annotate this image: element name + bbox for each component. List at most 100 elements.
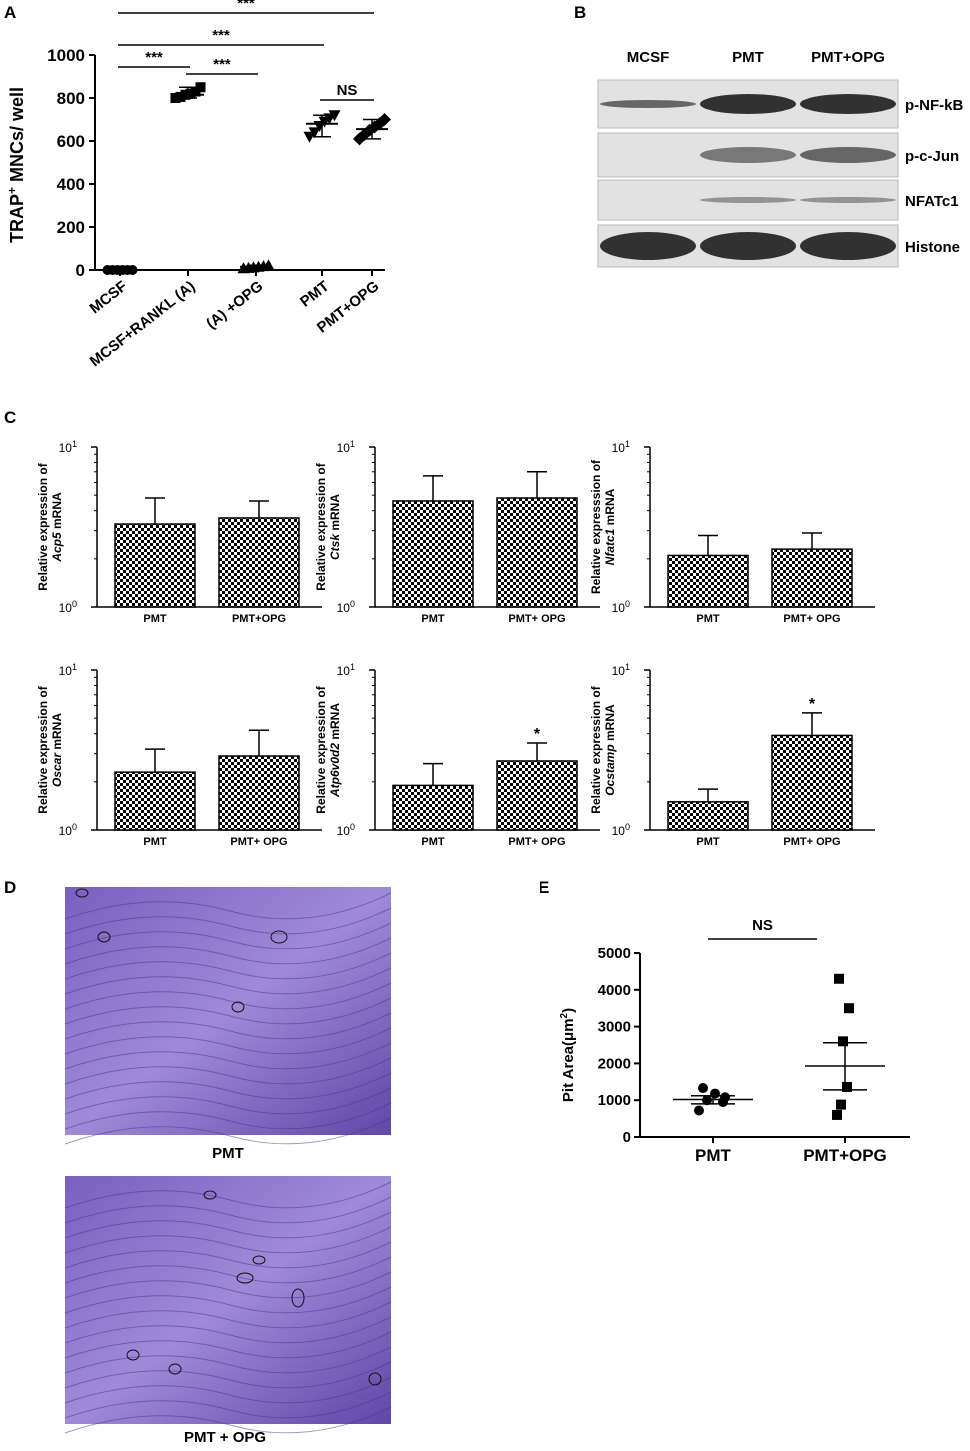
pit-circle (97, 931, 111, 943)
data-point (842, 1081, 852, 1092)
panel-letter-a: A (4, 3, 16, 22)
y-axis-label-gene: Atp6v0d2 mRNA (328, 703, 342, 798)
bar (392, 500, 474, 608)
y-axis-label: Relative expression of (314, 685, 328, 813)
stain-texture (64, 1102, 392, 1130)
blot-row-label: p-NF-kB (905, 97, 963, 114)
y-tick-label: 101 (612, 439, 630, 455)
stain-texture (64, 1241, 392, 1269)
data-point (834, 973, 844, 984)
x-tick-label: PMT (696, 836, 720, 848)
blot-row-label: p-c-Jun (905, 148, 959, 165)
y-tick-label: 100 (612, 599, 630, 615)
x-tick-label: MCSF (87, 278, 131, 318)
data-point (844, 1003, 854, 1014)
x-tick-label: PMT+ OPG (783, 613, 840, 625)
stain-texture (64, 1256, 392, 1284)
stain-texture (64, 1391, 392, 1419)
pit-circle (252, 1255, 266, 1265)
bar (667, 801, 749, 831)
y-axis-label: TRAP+ MNCs/ well (5, 87, 27, 243)
y-axis-label-gene: Acp5 mRNA (50, 492, 64, 563)
y-axis-label: Relative expression of (589, 685, 603, 813)
pit-circle (168, 1363, 182, 1375)
stain-texture (64, 892, 392, 920)
bar (218, 755, 300, 831)
pit-circle (270, 930, 288, 944)
caption-pmt-opg: PMT + OPG (184, 1429, 266, 1446)
stain-texture (64, 1361, 392, 1389)
bar (771, 734, 853, 831)
stain-texture (64, 937, 392, 965)
panel-letter-d: D (4, 878, 16, 897)
stain-texture (64, 1226, 392, 1254)
micrograph-pmt-opg (64, 1176, 392, 1434)
panel-a: A 0 200 400 600 800 1000 TRAP+ MNCs/ well MCSF MC… (0, 0, 400, 405)
y-tick-label: 101 (612, 662, 630, 678)
y-axis-label-gene: Oscar mRNA (50, 713, 64, 787)
x-tick-label: PMT+OPG (232, 613, 286, 625)
x-tick-label: PMT (297, 278, 332, 311)
stain-texture (64, 922, 392, 950)
data-point (838, 1036, 848, 1047)
blot-band (800, 94, 896, 114)
data-point (378, 113, 391, 126)
panel-letter-b: B (574, 3, 586, 22)
stain-texture (64, 1286, 392, 1314)
significance-label: * (809, 696, 816, 713)
bar (114, 771, 196, 831)
blot-band (700, 147, 796, 163)
panel-e: E 0 1000 2000 3000 4000 5000 Pit Area(μm2) PMT PM… (538, 875, 960, 1200)
y-tick-label: 2000 (598, 1055, 631, 1072)
significance-label: NS (337, 82, 358, 99)
significance-label: *** (213, 56, 231, 73)
x-tick-label: PMT+ OPG (508, 613, 565, 625)
stain-texture (64, 1087, 392, 1115)
y-tick-label: 400 (57, 175, 85, 194)
y-tick-label: 1000 (598, 1092, 631, 1109)
y-tick-label: 101 (337, 662, 355, 678)
pit-circle (236, 1272, 254, 1284)
data-point (698, 1083, 708, 1094)
y-axis-label-gene: Nfatc1 mRNA (603, 488, 617, 565)
blot-band (800, 232, 896, 260)
stain-texture (64, 1346, 392, 1374)
y-axis-label: Relative expression of (36, 685, 50, 813)
significance-label: * (534, 726, 541, 743)
blot-row-label: NFATc1 (905, 193, 959, 210)
data-point (308, 127, 321, 139)
y-tick-label: 800 (57, 89, 85, 108)
data-point (832, 1109, 842, 1120)
stain-texture (64, 1027, 392, 1055)
blot-band (700, 94, 796, 114)
lane-label: PMT+OPG (811, 49, 885, 66)
x-tick-label: PMT (695, 1146, 732, 1165)
micrograph-pmt (64, 887, 392, 1145)
bar (496, 497, 578, 608)
stain-texture (64, 1376, 392, 1404)
pit-circle (75, 888, 89, 898)
data-point (328, 110, 341, 122)
x-tick-label: PMT (421, 613, 445, 625)
panel-b: B MCSF PMT PMT+OPG p-NF-kB p-c-Jun NFATc1 Histo… (560, 0, 970, 305)
blot-band (700, 197, 796, 203)
stain-texture (64, 1072, 392, 1100)
pit-circle (291, 1288, 305, 1308)
data-point (836, 1099, 846, 1110)
y-tick-label: 100 (337, 822, 355, 838)
bar (496, 760, 578, 831)
stain-texture (64, 1012, 392, 1040)
y-axis-label: Relative expression of (36, 462, 50, 590)
stain-texture (64, 1271, 392, 1299)
panel-c: C 100 101 Relative expression of Acp5 mRNA PM… (0, 405, 970, 870)
significance-label: *** (237, 0, 255, 12)
stain-texture (64, 1406, 392, 1434)
lane-label: PMT (732, 49, 764, 66)
blot-band (800, 197, 896, 203)
y-tick-label: 0 (623, 1129, 631, 1146)
y-tick-label: 100 (612, 822, 630, 838)
stain-texture (64, 1331, 392, 1359)
stain-texture (64, 1196, 392, 1224)
blot-row-label: Histone (905, 239, 960, 256)
